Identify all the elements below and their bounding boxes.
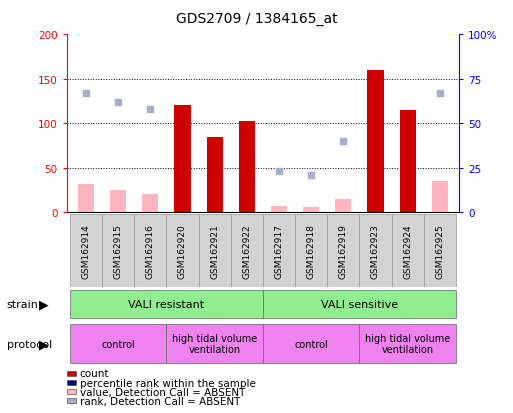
Text: protocol: protocol	[7, 339, 52, 349]
Text: GSM162918: GSM162918	[307, 223, 315, 278]
Text: GSM162924: GSM162924	[403, 224, 412, 278]
Text: GDS2709 / 1384165_at: GDS2709 / 1384165_at	[175, 12, 338, 26]
Bar	[110, 190, 126, 213]
Bar	[263, 215, 295, 287]
Text: GSM162923: GSM162923	[371, 223, 380, 278]
Point	[82, 90, 90, 97]
Bar	[134, 215, 166, 287]
Bar	[271, 206, 287, 213]
Text: high tidal volume
ventilation: high tidal volume ventilation	[365, 333, 450, 355]
Bar	[231, 215, 263, 287]
Text: ▶: ▶	[39, 337, 48, 350]
Text: control: control	[101, 339, 135, 349]
Text: GSM162914: GSM162914	[82, 223, 90, 278]
Bar	[199, 215, 231, 287]
Bar	[303, 207, 319, 213]
Text: GSM162917: GSM162917	[274, 223, 284, 278]
Text: GSM162922: GSM162922	[242, 224, 251, 278]
Bar	[142, 195, 159, 213]
Bar	[360, 324, 456, 363]
Text: strain: strain	[7, 299, 38, 310]
Text: GSM162919: GSM162919	[339, 223, 348, 278]
Bar	[70, 291, 263, 318]
Text: ▶: ▶	[39, 298, 48, 311]
Text: GSM162916: GSM162916	[146, 223, 155, 278]
Bar	[367, 71, 384, 213]
Point	[436, 90, 444, 97]
Bar	[70, 215, 102, 287]
Bar	[263, 324, 360, 363]
Text: count: count	[80, 368, 109, 379]
Text: VALI sensitive: VALI sensitive	[321, 299, 398, 310]
Bar	[239, 121, 255, 213]
Text: GSM162915: GSM162915	[114, 223, 123, 278]
Bar	[70, 324, 166, 363]
Bar	[424, 215, 456, 287]
Bar	[327, 215, 360, 287]
Text: VALI resistant: VALI resistant	[128, 299, 205, 310]
Bar	[78, 184, 94, 213]
Text: rank, Detection Call = ABSENT: rank, Detection Call = ABSENT	[80, 396, 240, 406]
Point	[146, 107, 154, 113]
Bar	[102, 215, 134, 287]
Point	[307, 172, 315, 179]
Text: GSM162920: GSM162920	[178, 223, 187, 278]
Point	[114, 99, 122, 106]
Text: GSM162921: GSM162921	[210, 223, 219, 278]
Bar	[207, 137, 223, 213]
Bar	[432, 182, 448, 213]
Bar	[336, 199, 351, 213]
Text: control: control	[294, 339, 328, 349]
Point	[210, 7, 219, 14]
Bar	[400, 111, 416, 213]
Bar	[391, 215, 424, 287]
Point	[339, 138, 347, 145]
Bar	[360, 215, 391, 287]
Text: percentile rank within the sample: percentile rank within the sample	[80, 377, 255, 388]
Text: GSM162925: GSM162925	[436, 223, 444, 278]
Text: value, Detection Call = ABSENT: value, Detection Call = ABSENT	[80, 387, 245, 397]
Bar	[263, 291, 456, 318]
Bar	[166, 324, 263, 363]
Point	[275, 169, 283, 175]
Bar	[166, 215, 199, 287]
Bar	[295, 215, 327, 287]
Bar	[174, 106, 190, 213]
Text: high tidal volume
ventilation: high tidal volume ventilation	[172, 333, 258, 355]
